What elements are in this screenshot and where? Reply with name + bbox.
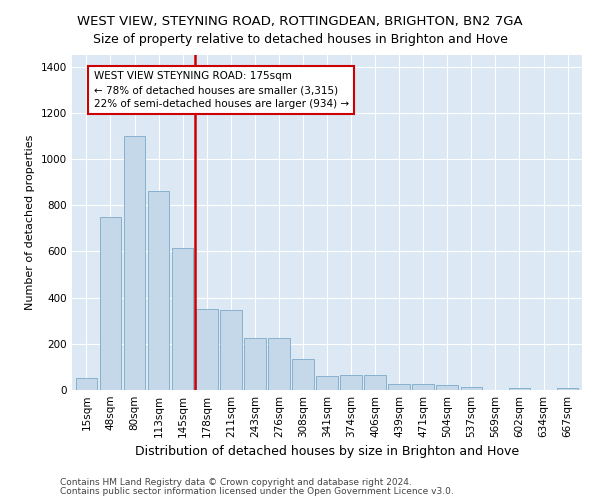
Bar (557, 388, 578, 390)
Bar (172, 248, 193, 390)
Bar (76, 378, 97, 390)
Text: WEST VIEW STEYNING ROAD: 175sqm
← 78% of detached houses are smaller (3,315)
22%: WEST VIEW STEYNING ROAD: 175sqm ← 78% of… (94, 71, 349, 109)
X-axis label: Distribution of detached houses by size in Brighton and Hove: Distribution of detached houses by size … (135, 446, 519, 458)
Bar (412, 384, 434, 390)
Bar (148, 192, 169, 390)
Bar (124, 136, 145, 390)
Bar (268, 338, 290, 390)
Text: Contains public sector information licensed under the Open Government Licence v3: Contains public sector information licen… (60, 487, 454, 496)
Bar (100, 216, 121, 390)
Bar (364, 375, 386, 390)
Text: Contains HM Land Registry data © Crown copyright and database right 2024.: Contains HM Land Registry data © Crown c… (60, 478, 412, 487)
Bar (196, 309, 218, 390)
Bar (436, 386, 458, 390)
Text: Size of property relative to detached houses in Brighton and Hove: Size of property relative to detached ho… (92, 32, 508, 46)
Y-axis label: Number of detached properties: Number of detached properties (25, 135, 35, 310)
Bar (461, 387, 482, 390)
Bar (509, 388, 530, 390)
Bar (292, 359, 314, 390)
Bar (244, 338, 266, 390)
Bar (340, 375, 362, 390)
Bar (220, 310, 242, 390)
Bar (388, 384, 410, 390)
Text: WEST VIEW, STEYNING ROAD, ROTTINGDEAN, BRIGHTON, BN2 7GA: WEST VIEW, STEYNING ROAD, ROTTINGDEAN, B… (77, 15, 523, 28)
Bar (316, 376, 338, 390)
